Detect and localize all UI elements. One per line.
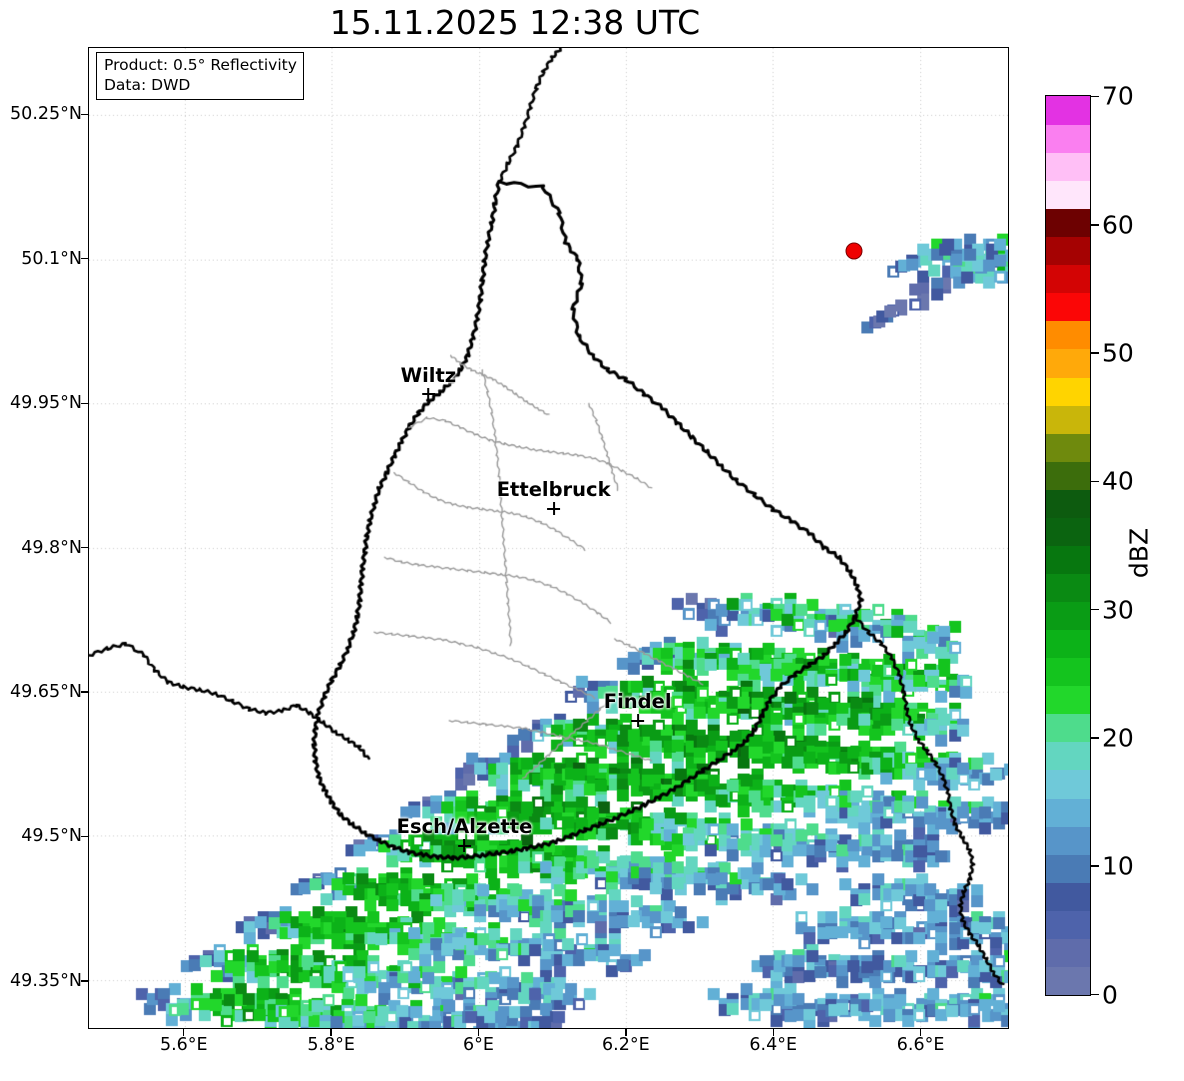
colorbar-tick [1091,480,1099,483]
city-marker-cross-icon [547,502,561,516]
x-axis-tick-label: 6°E [463,1035,494,1055]
x-axis-tick [772,1029,774,1036]
colorbar-band [1046,826,1090,855]
colorbar-band [1046,769,1090,799]
x-axis-tick-label: 6.6°E [896,1035,945,1055]
colorbar-band [1046,882,1090,911]
colorbar-band [1046,797,1090,827]
city-name: Esch/Alzette [396,815,533,839]
x-axis-tick-label: 6.2°E [602,1035,650,1055]
x-axis-tick-label: 5.8°E [307,1035,355,1055]
colorbar-tick-label: 10 [1102,851,1134,881]
colorbar-band [1046,601,1090,631]
colorbar-band [1046,461,1090,490]
x-axis-tick [625,1029,627,1036]
colorbar-band [1046,713,1090,743]
colorbar-band [1046,854,1090,883]
city-label-esch-alzette: Esch/Alzette [396,815,533,853]
colorbar-band [1046,180,1090,210]
y-axis-tick-label: 50.1°N [21,248,82,269]
city-label-wiltz: Wiltz [400,363,457,401]
y-axis-tick [81,546,88,549]
x-axis-tick-label: 5.6°E [159,1035,208,1055]
colorbar-tick [1091,865,1099,868]
colorbar-band [1046,573,1090,603]
colorbar-tick [1091,352,1099,354]
city-name: Ettelbruck [496,478,611,502]
colorbar-band [1046,320,1090,350]
colorbar-band [1046,966,1090,995]
colorbar-band [1046,938,1090,967]
colorbar-tick-label: 30 [1102,595,1134,625]
x-axis-tick [330,1029,332,1036]
x-axis-tick [183,1029,185,1036]
y-axis-tick-label: 49.35°N [10,970,82,991]
colorbar-band [1046,685,1090,715]
colorbar-tick [1091,737,1099,739]
y-axis-tick [81,835,88,838]
radar-site-marker[interactable] [845,242,863,260]
colorbar-tick-label: 60 [1102,210,1134,240]
colorbar-tick [1091,608,1099,611]
colorbar-band [1046,96,1090,125]
colorbar-tick-label: 20 [1102,723,1134,753]
y-axis-tick-label: 49.5°N [21,826,82,847]
colorbar-tick [1091,993,1099,996]
product-info-box: Product: 0.5° Reflectivity Data: DWD [96,52,304,100]
radar-reflectivity-canvas[interactable] [89,48,1008,1028]
colorbar-band [1046,348,1090,378]
y-axis-tick [81,113,88,116]
product-info-line-1: Product: 0.5° Reflectivity [104,56,297,74]
city-label-ettelbruck: Ettelbruck [496,478,611,516]
colorbar-band [1046,236,1090,266]
y-axis-tick-label: 50.25°N [10,104,82,125]
colorbar[interactable] [1045,95,1091,996]
x-axis-tick [477,1029,480,1036]
colorbar-band [1046,741,1090,771]
city-marker-cross-icon [421,387,435,401]
y-axis-tick [81,691,88,693]
x-axis-tick-label: 6.4°E [749,1035,798,1055]
colorbar-tick [1091,95,1099,98]
city-name: Findel [603,690,672,714]
colorbar-band [1046,629,1090,659]
colorbar-band [1046,657,1090,687]
colorbar-band [1046,264,1090,294]
colorbar-tick-label: 70 [1102,81,1134,111]
city-name: Wiltz [400,363,457,387]
y-axis-tick-label: 49.95°N [10,393,82,414]
map-plot-area[interactable] [88,47,1009,1029]
colorbar-band [1046,152,1090,182]
colorbar-band [1046,208,1090,238]
colorbar-tick-label: 40 [1102,466,1134,496]
figure-title: 15.11.2025 12:38 UTC [329,3,701,42]
city-marker-cross-icon [458,839,471,853]
x-axis-tick [919,1029,922,1036]
city-marker-cross-icon [631,714,645,728]
colorbar-tick-label: 0 [1102,980,1118,1010]
colorbar-tick [1091,223,1099,226]
product-info-line-2: Data: DWD [104,75,191,94]
city-label-findel: Findel [603,690,672,728]
colorbar-band [1046,376,1090,406]
colorbar-band [1046,517,1090,546]
y-axis-tick [81,980,88,982]
colorbar-band [1046,910,1090,939]
y-axis-tick-label: 49.8°N [21,537,82,558]
colorbar-label: dBZ [1124,527,1154,579]
y-axis-tick [81,402,88,404]
colorbar-band [1046,489,1090,518]
y-axis-tick-label: 49.65°N [10,682,82,703]
y-axis-tick [81,258,88,260]
colorbar-band [1046,292,1090,322]
colorbar-band [1046,433,1090,462]
colorbar-band [1046,404,1090,434]
colorbar-band [1046,124,1090,153]
colorbar-band [1046,545,1090,574]
colorbar-tick-label: 50 [1102,338,1134,368]
